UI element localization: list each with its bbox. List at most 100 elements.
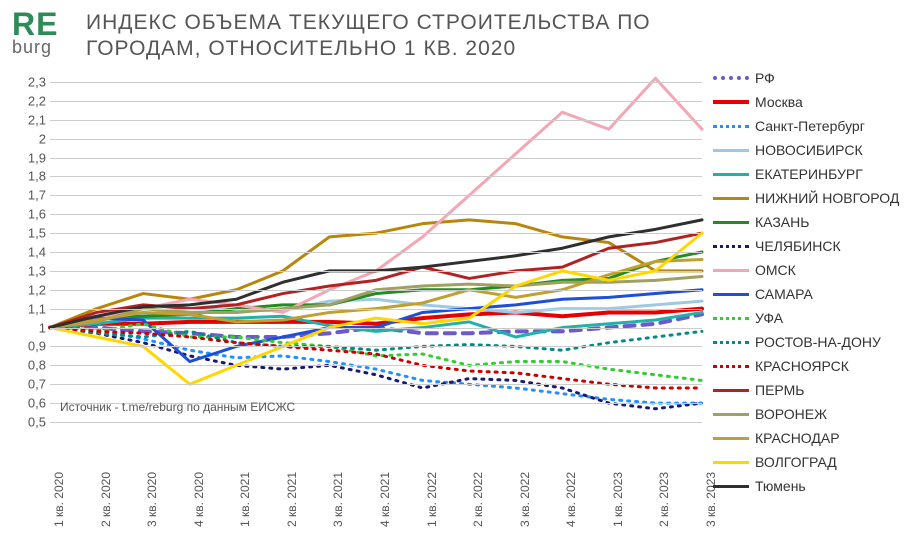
legend-swatch <box>713 485 749 488</box>
x-tick-label: 3 кв. 2020 <box>145 472 159 527</box>
legend-swatch <box>713 100 749 104</box>
y-tick-label: 1 <box>18 320 46 335</box>
legend-label: Санкт-Петербург <box>755 118 865 134</box>
x-tick-label: 4 кв. 2021 <box>378 472 392 527</box>
legend-item: НИЖНИЙ НОВГОРОД <box>713 186 911 210</box>
x-tick-label: 1 кв. 2022 <box>425 472 439 527</box>
chart-container: RE burg ИНДЕКС ОБЪЕМА ТЕКУЩЕГО СТРОИТЕЛЬ… <box>0 0 917 533</box>
legend-label: ВОРОНЕЖ <box>755 406 827 422</box>
legend-swatch <box>713 365 749 368</box>
gridline <box>50 328 702 329</box>
legend-item: РОСТОВ-НА-ДОНУ <box>713 330 911 354</box>
legend-label: Тюмень <box>755 478 806 494</box>
legend-swatch <box>713 125 749 128</box>
legend-label: САМАРА <box>755 286 813 302</box>
legend-swatch <box>713 269 749 272</box>
legend-label: КРАСНОЯРСК <box>755 358 849 374</box>
gridline <box>50 101 702 102</box>
gridline <box>50 309 702 310</box>
legend-swatch <box>713 197 749 200</box>
legend-label: КАЗАНЬ <box>755 214 809 230</box>
legend-item: Санкт-Петербург <box>713 114 911 138</box>
legend-item: САМАРА <box>713 282 911 306</box>
y-tick-label: 0,8 <box>18 358 46 373</box>
logo-top: RE <box>12 8 58 40</box>
y-tick-label: 1,3 <box>18 263 46 278</box>
legend: РФМоскваСанкт-ПетербургНОВОСИБИРСКЕКАТЕР… <box>713 66 911 498</box>
legend-swatch <box>713 341 749 344</box>
gridline <box>50 120 702 121</box>
x-tick-label: 3 кв. 2021 <box>331 472 345 527</box>
gridline <box>50 158 702 159</box>
legend-swatch <box>713 317 749 320</box>
x-tick-label: 2 кв. 2020 <box>99 472 113 527</box>
y-tick-label: 2 <box>18 131 46 146</box>
chart-title: ИНДЕКС ОБЪЕМА ТЕКУЩЕГО СТРОИТЕЛЬСТВА ПО … <box>86 10 717 63</box>
legend-item: УФА <box>713 306 911 330</box>
x-tick-label: 4 кв. 2020 <box>192 472 206 527</box>
legend-label: ВОЛГОГРАД <box>755 454 837 470</box>
legend-label: РОСТОВ-НА-ДОНУ <box>755 334 881 350</box>
gridline <box>50 139 702 140</box>
gridline <box>50 82 702 83</box>
y-tick-label: 1,2 <box>18 282 46 297</box>
y-tick-label: 0,5 <box>18 415 46 430</box>
gridline <box>50 384 702 385</box>
y-tick-label: 1,7 <box>18 188 46 203</box>
legend-swatch <box>713 173 749 176</box>
y-tick-label: 1,1 <box>18 301 46 316</box>
gridline <box>50 271 702 272</box>
legend-label: РФ <box>755 70 775 86</box>
x-tick-label: 2 кв. 2021 <box>285 472 299 527</box>
legend-label: УФА <box>755 310 783 326</box>
legend-swatch <box>713 293 749 296</box>
gridline <box>50 252 702 253</box>
legend-swatch <box>713 76 749 80</box>
y-tick-label: 1,4 <box>18 245 46 260</box>
legend-label: КРАСНОДАР <box>755 430 840 446</box>
legend-label: ОМСК <box>755 262 796 278</box>
legend-swatch <box>713 437 749 440</box>
y-tick-label: 1,8 <box>18 169 46 184</box>
logo-bottom: burg <box>12 38 58 56</box>
plot-area <box>50 82 702 422</box>
legend-item: ОМСК <box>713 258 911 282</box>
legend-item: ЕКАТЕРИНБУРГ <box>713 162 911 186</box>
series-line <box>50 277 702 328</box>
legend-swatch <box>713 413 749 416</box>
legend-item: ПЕРМЬ <box>713 378 911 402</box>
legend-item: РФ <box>713 66 911 90</box>
y-tick-label: 1,9 <box>18 150 46 165</box>
source-text: Источник - t.me/reburg по данным ЕИСЖС <box>60 400 295 414</box>
legend-label: ЧЕЛЯБИНСК <box>755 238 841 254</box>
legend-item: КРАСНОДАР <box>713 426 911 450</box>
logo: RE burg <box>12 8 58 56</box>
x-tick-label: 4 кв. 2022 <box>564 472 578 527</box>
gridline <box>50 346 702 347</box>
y-tick-label: 1,5 <box>18 226 46 241</box>
x-tick-label: 1 кв. 2023 <box>611 472 625 527</box>
chart-area: Источник - t.me/reburg по данным ЕИСЖС 0… <box>14 66 702 486</box>
legend-label: ПЕРМЬ <box>755 382 804 398</box>
gridline <box>50 214 702 215</box>
legend-label: Москва <box>755 94 803 110</box>
x-tick-label: 1 кв. 2021 <box>238 472 252 527</box>
legend-swatch <box>713 461 749 464</box>
legend-swatch <box>713 221 749 224</box>
legend-item: КАЗАНЬ <box>713 210 911 234</box>
legend-item: ЧЕЛЯБИНСК <box>713 234 911 258</box>
y-tick-label: 2,3 <box>18 75 46 90</box>
x-tick-label: 3 кв. 2022 <box>518 472 532 527</box>
legend-swatch <box>713 149 749 152</box>
legend-swatch <box>713 245 749 248</box>
legend-item: КРАСНОЯРСК <box>713 354 911 378</box>
gridline <box>50 176 702 177</box>
y-tick-label: 2,2 <box>18 93 46 108</box>
x-tick-label: 2 кв. 2022 <box>471 472 485 527</box>
gridline <box>50 195 702 196</box>
x-tick-label: 1 кв. 2020 <box>52 472 66 527</box>
legend-item: ВОЛГОГРАД <box>713 450 911 474</box>
y-tick-label: 0,6 <box>18 396 46 411</box>
gridline <box>50 365 702 366</box>
legend-item: Москва <box>713 90 911 114</box>
